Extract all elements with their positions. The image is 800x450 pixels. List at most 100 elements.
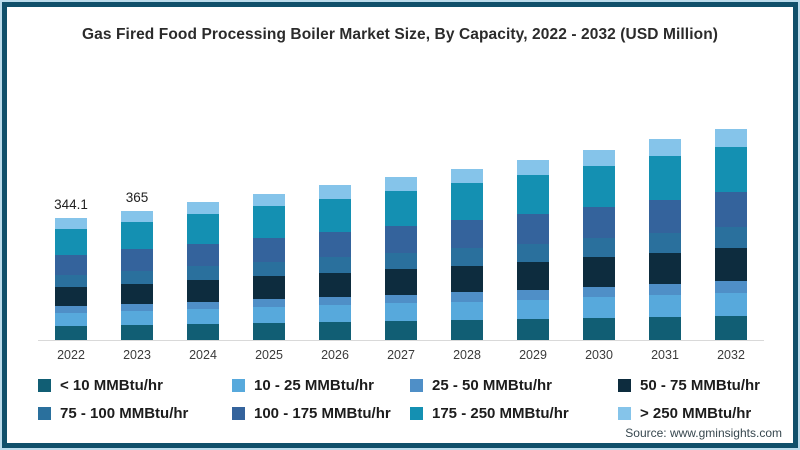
bar-segment [385, 177, 417, 192]
bar-segment [253, 206, 285, 238]
bar-segment [649, 252, 681, 284]
bar-segment [319, 296, 351, 306]
bar-segment [187, 243, 219, 267]
stacked-bar [319, 185, 351, 340]
x-axis-label: 2030 [585, 348, 613, 362]
x-axis-label: 2025 [255, 348, 283, 362]
plot-area: 344.1 2022 365 2023 2024 2025 2026 2027 2028 2029… [38, 106, 764, 362]
bar-segment [649, 232, 681, 253]
bar-segment [583, 297, 615, 319]
bar-segment [715, 292, 747, 316]
x-axis-label: 2028 [453, 348, 481, 362]
bar-segment [187, 202, 219, 215]
stacked-bar [649, 139, 681, 340]
legend-swatch-icon [410, 378, 423, 392]
bar-segment [451, 183, 483, 221]
bar-total-label: 344.1 [54, 197, 88, 213]
bar-segment [715, 248, 747, 282]
bar-segment [649, 294, 681, 317]
bar-segment [649, 199, 681, 233]
bar-column: 2026 [302, 106, 368, 362]
bar-column: 2029 [500, 106, 566, 362]
bar-segment [583, 149, 615, 166]
legend-label: > 250 MMBtu/hr [640, 404, 752, 422]
bar-segment [319, 198, 351, 232]
bar-segment [319, 272, 351, 297]
bar-segment [385, 303, 417, 322]
bar-segment [583, 238, 615, 258]
bar-segment [253, 307, 285, 324]
bar-column: 2030 [566, 106, 632, 362]
legend-swatch-icon [232, 406, 245, 420]
legend-label: 100 - 175 MMBtu/hr [254, 404, 391, 422]
bar-segment [187, 280, 219, 302]
bar-segment [649, 316, 681, 340]
legend-swatch-icon [410, 406, 423, 420]
bar-segment [187, 266, 219, 281]
stacked-bar [253, 193, 285, 340]
bar-segment [319, 305, 351, 323]
bar-segment [385, 253, 417, 270]
bar-segment [517, 214, 549, 244]
bar-segment [55, 228, 87, 255]
bar-segment [319, 231, 351, 258]
legend-item: 175 - 250 MMBtu/hr [410, 402, 618, 424]
bar-segment [517, 289, 549, 300]
legend-label: 10 - 25 MMBtu/hr [254, 376, 375, 394]
bar-column: 2027 [368, 106, 434, 362]
bar-segment [715, 129, 747, 148]
bar-segment [121, 325, 153, 340]
x-axis-label: 2023 [123, 348, 151, 362]
bar-segment [583, 206, 615, 239]
bar-segment [715, 281, 747, 293]
bar-segment [187, 324, 219, 340]
stacked-bar [187, 202, 219, 340]
bar-column: 2032 [698, 106, 764, 362]
bar-segment [451, 320, 483, 340]
bar-segment [253, 299, 285, 308]
bar-segment [121, 249, 153, 271]
bar-column: 2031 [632, 106, 698, 362]
bar-segment [715, 315, 747, 340]
bar-segment [385, 226, 417, 254]
chart-title: Gas Fired Food Processing Boiler Market … [81, 26, 719, 43]
bar-segment [649, 139, 681, 157]
stacked-bar [121, 210, 153, 340]
bar-segment [55, 218, 87, 229]
bar-segment [187, 309, 219, 325]
legend-swatch-icon [38, 406, 51, 420]
stacked-bar [517, 160, 549, 340]
bar-segment [517, 160, 549, 176]
bar-segment [187, 301, 219, 310]
bar-segment [583, 257, 615, 287]
stacked-bar [55, 218, 87, 340]
bar-segment [121, 303, 153, 311]
bar-segment [55, 274, 87, 288]
bar-segment [121, 310, 153, 326]
bar-segment [385, 269, 417, 295]
bar-segment [319, 322, 351, 340]
x-axis-label: 2027 [387, 348, 415, 362]
legend-item: 75 - 100 MMBtu/hr [38, 402, 232, 424]
legend-item: 50 - 75 MMBtu/hr [618, 374, 774, 396]
bar-segment [121, 221, 153, 250]
legend-label: 50 - 75 MMBtu/hr [640, 376, 761, 394]
bar-segment [649, 283, 681, 295]
legend-item: 10 - 25 MMBtu/hr [232, 374, 410, 396]
bar-segment [517, 299, 549, 320]
legend-item: 25 - 50 MMBtu/hr [410, 374, 618, 396]
bar-column: 365 2023 [104, 106, 170, 362]
bar-segment [121, 210, 153, 222]
bar-column: 344.1 2022 [38, 106, 104, 362]
bar-segment [517, 261, 549, 290]
legend-swatch-icon [618, 378, 631, 392]
legend-item: < 10 MMBtu/hr [38, 374, 232, 396]
bar-column: 2024 [170, 106, 236, 362]
source-attribution: Source: www.gminsights.com [625, 426, 782, 440]
bar-segment [319, 185, 351, 199]
bar-segment [55, 326, 87, 340]
bar-segment [121, 283, 153, 304]
stacked-bar [385, 177, 417, 340]
x-axis-label: 2022 [57, 348, 85, 362]
